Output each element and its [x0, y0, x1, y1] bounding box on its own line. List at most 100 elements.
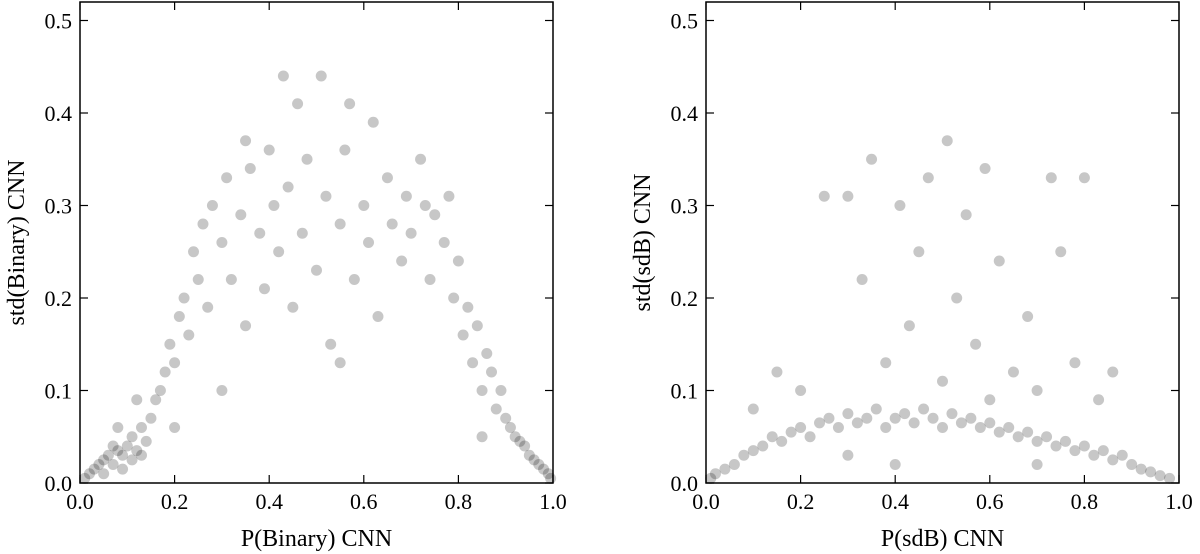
- point: [1022, 311, 1034, 322]
- point: [776, 435, 788, 447]
- point: [424, 274, 436, 285]
- point: [747, 445, 759, 457]
- point: [719, 463, 731, 475]
- point: [899, 408, 911, 420]
- point: [514, 435, 526, 447]
- point: [913, 246, 925, 258]
- point: [1012, 431, 1024, 443]
- point: [419, 200, 431, 211]
- point: [495, 385, 507, 396]
- point: [244, 163, 256, 174]
- point: [818, 190, 830, 202]
- point: [112, 445, 124, 457]
- y-tick-label: 0.5: [671, 9, 699, 34]
- point: [870, 403, 882, 415]
- point: [545, 472, 557, 484]
- point: [1055, 246, 1067, 258]
- point: [471, 320, 483, 332]
- point: [135, 422, 147, 433]
- point: [164, 338, 176, 350]
- x-tick-label: 0.2: [161, 489, 189, 514]
- point: [481, 348, 493, 359]
- point: [452, 255, 464, 267]
- point: [709, 468, 721, 480]
- point: [941, 135, 953, 147]
- point: [268, 200, 280, 211]
- point: [1031, 459, 1043, 470]
- point: [443, 190, 455, 202]
- point: [363, 237, 375, 248]
- point: [311, 264, 322, 276]
- point: [112, 422, 124, 433]
- point: [301, 153, 313, 165]
- point: [429, 209, 441, 221]
- point: [292, 98, 304, 110]
- x-tick-label: 0.6: [350, 489, 378, 514]
- point: [221, 172, 233, 184]
- point: [135, 449, 147, 461]
- point: [1116, 449, 1128, 461]
- points: [79, 70, 557, 484]
- point: [367, 116, 379, 128]
- point: [98, 454, 110, 466]
- point: [937, 422, 948, 433]
- point: [795, 422, 807, 433]
- x-tick-label: 0.4: [255, 489, 283, 514]
- point: [832, 422, 844, 433]
- point: [126, 454, 138, 466]
- point: [1078, 172, 1090, 184]
- point: [1007, 366, 1019, 378]
- point: [490, 403, 502, 415]
- point: [889, 412, 901, 424]
- point: [1135, 463, 1147, 475]
- point: [277, 70, 289, 82]
- point: [273, 246, 285, 258]
- point: [747, 403, 759, 415]
- point: [258, 283, 270, 295]
- point: [216, 385, 228, 396]
- point: [126, 431, 138, 443]
- point: [1022, 426, 1034, 438]
- point: [970, 338, 982, 350]
- point: [842, 190, 854, 202]
- x-tick-label: 0.8: [445, 489, 473, 514]
- point: [1154, 470, 1166, 482]
- point: [538, 463, 550, 475]
- point: [1003, 422, 1015, 433]
- point: [235, 209, 247, 221]
- point: [334, 218, 346, 230]
- point: [476, 385, 488, 396]
- point: [462, 301, 474, 313]
- y-tick-label: 0.3: [45, 194, 73, 219]
- point: [240, 135, 252, 147]
- point: [448, 292, 460, 304]
- point: [979, 163, 991, 174]
- point: [993, 255, 1005, 267]
- point: [183, 329, 195, 341]
- point: [93, 459, 105, 470]
- point: [922, 172, 934, 184]
- point: [117, 449, 129, 461]
- point: [1107, 366, 1119, 378]
- point: [861, 412, 873, 424]
- point: [1031, 385, 1043, 396]
- point: [121, 440, 133, 452]
- point: [804, 431, 816, 443]
- y-axis-label: std(Binary) CNN: [4, 160, 30, 326]
- point: [984, 417, 996, 429]
- point: [344, 98, 356, 110]
- point: [240, 320, 252, 332]
- x-tick-label: 0.8: [1071, 489, 1099, 514]
- point: [107, 440, 119, 452]
- point: [1107, 454, 1119, 466]
- point: [192, 274, 204, 285]
- point: [400, 190, 412, 202]
- point: [1164, 472, 1176, 484]
- point: [509, 431, 521, 443]
- point: [325, 338, 337, 350]
- y-tick-label: 0.1: [671, 379, 699, 404]
- point: [202, 301, 214, 313]
- point: [851, 417, 863, 429]
- point: [88, 463, 100, 475]
